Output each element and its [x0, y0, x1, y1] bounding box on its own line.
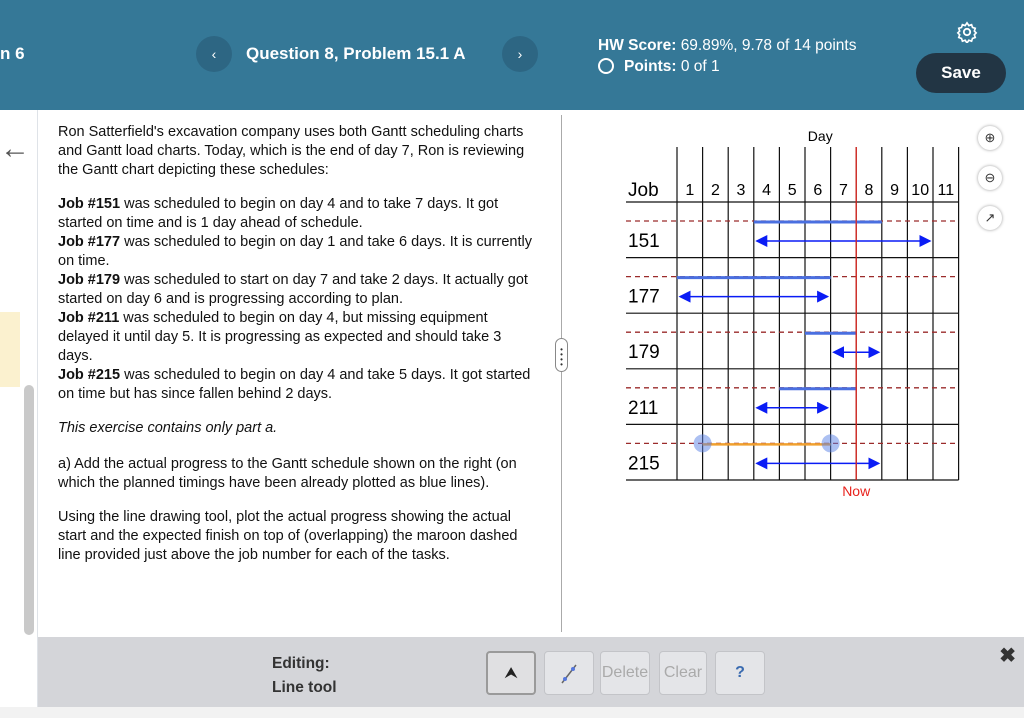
job-label: 151 — [628, 231, 660, 252]
job-description: Job #215 was scheduled to begin on day 4… — [58, 367, 531, 402]
resize-handle[interactable]: • • • • — [555, 338, 568, 372]
gear-icon[interactable] — [956, 21, 978, 43]
day-tick-label: 6 — [813, 182, 822, 199]
job-description: Job #179 was scheduled to start on day 7… — [58, 272, 528, 307]
external-link-icon[interactable]: ↗ — [978, 206, 1002, 230]
part-a-text: a) Add the actual progress to the Gantt … — [58, 456, 517, 491]
day-tick-label: 1 — [685, 182, 694, 199]
score-info: HW Score: 69.89%, 9.78 of 14 points Poin… — [598, 35, 857, 77]
hw-score-label: HW Score: — [598, 37, 677, 54]
day-tick-label: 11 — [937, 182, 954, 199]
assignment-title-fragment: n 6 — [0, 44, 25, 63]
clear-button[interactable]: Clear — [659, 651, 707, 695]
circle-status-icon — [598, 58, 614, 74]
gantt-chart[interactable]: Day Job 1 2 3 4 5 6 7 8 9 10 11 151 177 179 211 215 Now — [600, 120, 970, 510]
job-description: Job #211 was scheduled to begin on day 4… — [58, 310, 502, 364]
day-tick-label: 10 — [911, 182, 929, 199]
points-label: Points: — [624, 58, 677, 75]
select-tool-button[interactable]: ⮝ — [486, 651, 536, 695]
day-tick-label: 2 — [711, 182, 720, 199]
footer-strip — [0, 707, 1024, 718]
close-icon[interactable]: ✖ — [999, 645, 1016, 667]
save-button[interactable]: Save — [916, 53, 1006, 93]
prev-question-button[interactable]: ‹ — [196, 36, 232, 72]
job-header: Job — [628, 180, 659, 201]
scrollbar[interactable] — [24, 385, 34, 635]
instructions-text: Using the line drawing tool, plot the ac… — [58, 509, 518, 563]
chart-title: Day — [808, 128, 833, 144]
hw-score-value: 69.89%, 9.78 of 14 points — [680, 37, 857, 54]
editing-status: Editing: Line tool — [272, 652, 337, 700]
now-label: Now — [842, 483, 871, 499]
job-label: 211 — [628, 398, 658, 419]
drawing-toolbar: Editing: Line tool ⮝ Delete Clear ? ✖ — [38, 637, 1024, 707]
problem-text: Ron Satterfield's excavation company use… — [58, 123, 534, 580]
exercise-note: This exercise contains only part a. — [58, 420, 278, 436]
help-button[interactable]: ? — [715, 651, 765, 695]
job-list: Job #151 was scheduled to begin on day 4… — [58, 195, 534, 404]
problem-intro: Ron Satterfield's excavation company use… — [58, 124, 525, 178]
sidebar-highlight — [0, 312, 20, 387]
zoom-in-icon[interactable]: ⊕ — [978, 126, 1002, 150]
editing-label: Editing: — [272, 655, 330, 672]
question-title: Question 8, Problem 15.1 A — [246, 44, 466, 63]
delete-button[interactable]: Delete — [600, 651, 650, 695]
next-question-button[interactable]: › — [502, 36, 538, 72]
job-description: Job #177 was scheduled to begin on day 1… — [58, 234, 532, 269]
line-handle — [821, 434, 840, 453]
job-label: 179 — [628, 342, 660, 363]
day-tick-label: 8 — [865, 182, 874, 199]
job-label: 177 — [628, 287, 660, 308]
line-tool-icon — [561, 664, 577, 684]
zoom-out-icon[interactable]: ⊖ — [978, 166, 1002, 190]
job-label: 215 — [628, 453, 660, 474]
day-tick-label: 9 — [890, 182, 899, 199]
line-tool-button[interactable] — [544, 651, 594, 695]
day-tick-label: 3 — [737, 182, 746, 199]
day-tick-label: 5 — [788, 182, 797, 199]
header-bar: n 6 ‹ Question 8, Problem 15.1 A › HW Sc… — [0, 0, 1024, 110]
job-description: Job #151 was scheduled to begin on day 4… — [58, 196, 499, 231]
back-arrow-icon[interactable]: ← — [0, 132, 30, 165]
points-value: 0 of 1 — [680, 58, 720, 75]
day-tick-label: 4 — [762, 182, 771, 199]
panel-divider — [561, 115, 562, 632]
tool-name: Line tool — [272, 679, 337, 696]
line-handle — [693, 434, 712, 453]
day-tick-label: 7 — [839, 182, 848, 199]
